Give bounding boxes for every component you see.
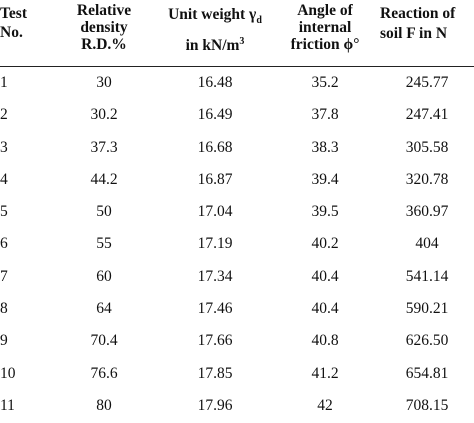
- cell-test-no: 5: [0, 203, 8, 221]
- cell-relative-density: 70.4: [90, 332, 118, 350]
- cell-relative-density: 76.6: [90, 364, 118, 382]
- header-angle-line3: friction ϕ°: [290, 36, 360, 53]
- cell-relative-density: 55: [96, 235, 112, 253]
- cell-relative-density: 60: [96, 267, 112, 285]
- cell-test-no: 10: [0, 364, 16, 382]
- cell-unit-weight: 16.87: [197, 170, 233, 188]
- cell-reaction: 541.14: [405, 267, 449, 285]
- cell-reaction: 305.58: [405, 138, 449, 156]
- cell-angle: 39.5: [311, 203, 339, 221]
- header-rd-line2: density: [80, 19, 128, 36]
- cell-test-no: 8: [0, 300, 8, 318]
- table-row: 5 50 17.04 39.5 360.97: [0, 197, 474, 229]
- cell-angle: 40.2: [311, 235, 339, 253]
- header-uw-text2: in kN/m: [185, 37, 240, 55]
- cell-relative-density: 50: [96, 203, 112, 221]
- header-divider: [0, 66, 474, 67]
- cell-unit-weight: 16.48: [197, 74, 233, 91]
- cell-reaction: 320.78: [405, 170, 449, 188]
- cell-angle: 38.3: [311, 138, 339, 156]
- cell-unit-weight: 16.49: [197, 106, 233, 124]
- cell-angle: 40.4: [311, 300, 339, 318]
- header-test-line1: Test: [0, 5, 27, 22]
- table-row: 8 64 17.46 40.4 590.21: [0, 294, 474, 326]
- cell-relative-density: 30: [96, 74, 112, 91]
- header-reaction-line2: soil F in N: [380, 25, 448, 42]
- header-uw-superscript: 3: [239, 36, 245, 48]
- cell-unit-weight: 17.04: [197, 203, 233, 221]
- table-row: 9 70.4 17.66 40.8 626.50: [0, 326, 474, 358]
- header-angle-friction: Angle of internal friction ϕ°: [280, 2, 370, 53]
- cell-unit-weight: 17.66: [197, 332, 233, 350]
- table-row: 4 44.2 16.87 39.4 320.78: [0, 165, 474, 197]
- cell-angle: 39.4: [311, 170, 339, 188]
- header-rd-line1: Relative: [76, 2, 132, 19]
- cell-reaction: 360.97: [405, 203, 449, 221]
- header-unit-weight: Unit weight γd in kN/m3: [152, 4, 278, 56]
- header-uw-line2: in kN/m3: [152, 31, 278, 56]
- table-row: 6 55 17.19 40.2 404: [0, 229, 474, 261]
- cell-reaction: 654.81: [405, 364, 449, 382]
- cell-angle: 41.2: [311, 364, 339, 382]
- table-row: 11 80 17.96 42 708.15: [0, 391, 474, 423]
- table-row: 2 30.2 16.49 37.8 247.41: [0, 100, 474, 132]
- cell-angle: 37.8: [311, 106, 339, 124]
- cell-relative-density: 44.2: [90, 170, 118, 188]
- cell-reaction: 626.50: [405, 332, 449, 350]
- cell-test-no: 11: [0, 396, 15, 414]
- header-reaction-line1: Reaction of: [380, 5, 456, 22]
- cell-test-no: 6: [0, 235, 8, 253]
- header-uw-line1: Unit weight γd: [152, 4, 278, 31]
- table-body: 1 30 16.48 35.2 245.77 2 30.2 16.49 37.8…: [0, 68, 474, 423]
- cell-test-no: 2: [0, 106, 8, 124]
- cell-reaction: 247.41: [405, 106, 449, 124]
- cell-relative-density: 64: [96, 300, 112, 318]
- cell-unit-weight: 17.46: [197, 300, 233, 318]
- header-uw-subscript: d: [256, 15, 262, 27]
- cell-unit-weight: 17.85: [197, 364, 233, 382]
- table-row: 7 60 17.34 40.4 541.14: [0, 262, 474, 294]
- cell-test-no: 3: [0, 138, 8, 156]
- header-angle-line1: Angle of: [297, 2, 353, 19]
- cell-unit-weight: 16.68: [197, 138, 233, 156]
- cell-angle: 42: [317, 396, 333, 414]
- cell-angle: 35.2: [311, 74, 339, 91]
- header-angle-line2: internal: [298, 19, 352, 36]
- cell-reaction: 245.77: [405, 74, 449, 91]
- cell-reaction: 708.15: [405, 396, 449, 414]
- cell-unit-weight: 17.19: [197, 235, 233, 253]
- header-relative-density: Relative density R.D.%: [60, 2, 148, 53]
- table-row: 10 76.6 17.85 41.2 654.81: [0, 359, 474, 391]
- cell-reaction: 590.21: [405, 300, 449, 318]
- header-test-line2: No.: [0, 24, 23, 41]
- cell-relative-density: 80: [96, 396, 112, 414]
- cell-angle: 40.8: [311, 332, 339, 350]
- cell-test-no: 1: [0, 74, 8, 91]
- cell-unit-weight: 17.96: [197, 396, 233, 414]
- header-reaction-soil: Reaction of soil F in N: [380, 4, 474, 44]
- cell-angle: 40.4: [311, 267, 339, 285]
- cell-test-no: 4: [0, 170, 8, 188]
- cell-relative-density: 30.2: [90, 106, 118, 124]
- header-test-no: Test No.: [0, 4, 40, 42]
- table-row: 1 30 16.48 35.2 245.77: [0, 68, 474, 100]
- cell-relative-density: 37.3: [90, 138, 118, 156]
- cell-test-no: 7: [0, 267, 8, 285]
- header-rd-line3: R.D.%: [81, 36, 127, 53]
- cell-reaction: 404: [415, 235, 439, 253]
- cell-test-no: 9: [0, 332, 8, 350]
- cell-unit-weight: 17.34: [197, 267, 233, 285]
- table-header: Test No. Relative density R.D.% Unit wei…: [0, 0, 474, 70]
- table-row: 3 37.3 16.68 38.3 305.58: [0, 133, 474, 165]
- header-uw-text1: Unit weight γ: [168, 6, 257, 23]
